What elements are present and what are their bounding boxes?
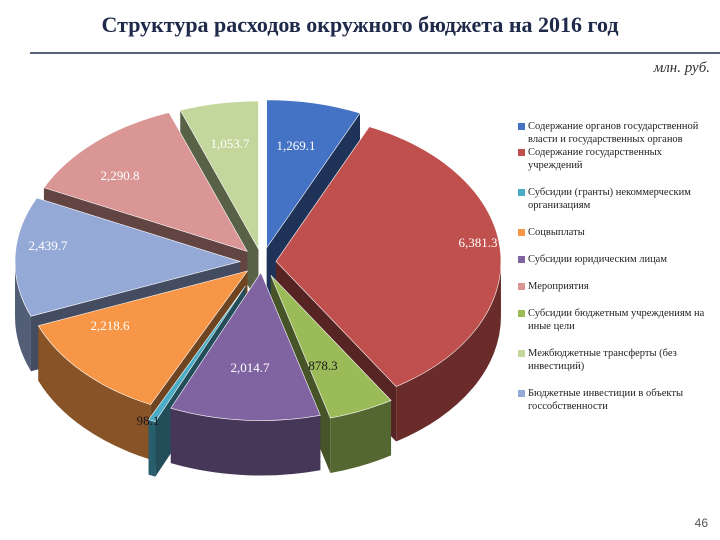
chart-legend: Содержание органов государственной власт…: [518, 120, 713, 413]
pie-slice-6: [37, 270, 249, 405]
page-number: 46: [694, 516, 708, 530]
legend-label: Субсидии (гранты) некоммерческим организ…: [528, 187, 691, 211]
pie-slice-side: [330, 400, 392, 474]
legend-swatch: [518, 256, 525, 263]
data-label: 1,053.7: [211, 136, 251, 151]
legend-item: Субсидии бюджетным учреждениям на иные ц…: [518, 307, 713, 333]
legend-item: Субсидии (гранты) некоммерческим организ…: [518, 186, 713, 212]
data-label: 98.1: [137, 413, 160, 428]
legend-item: Субсидии юридическим лицам: [518, 253, 713, 266]
legend-swatch: [518, 123, 525, 130]
legend-label: Субсидии бюджетным учреждениям на иные ц…: [528, 308, 705, 332]
legend-swatch: [518, 390, 525, 397]
legend-swatch: [518, 283, 525, 290]
legend-swatch: [518, 229, 525, 236]
pie-slice-5: [148, 285, 246, 423]
pie-slice-side: [148, 419, 156, 477]
chart-title: Структура расходов окружного бюджета на …: [101, 12, 619, 37]
legend-swatch: [518, 350, 525, 357]
data-label: 1,269.1: [277, 138, 316, 153]
legend-label: Бюджетные инвестиции в объекты госсобств…: [528, 388, 684, 412]
pie-slice-side: [15, 261, 31, 372]
legend-swatch: [518, 310, 525, 317]
pie-slice-4: [170, 271, 321, 421]
data-label: 878.3: [308, 358, 337, 373]
legend-item: Мероприятия: [518, 280, 713, 293]
pie-slice-9: [179, 100, 259, 251]
data-label: 2,439.7: [29, 238, 69, 253]
pie-slice-7: [14, 197, 242, 317]
legend-swatch: [518, 189, 525, 196]
legend-swatch: [518, 149, 525, 156]
legend-item: Бюджетные инвестиции в объекты госсобств…: [518, 387, 713, 413]
pie-slice-side: [396, 261, 501, 442]
legend-label: Содержание государственных учреждений: [528, 147, 662, 171]
pie-slice-3: [270, 275, 392, 419]
pie-slice-2: [275, 126, 502, 387]
legend-label: Межбюджетные трансферты (без инвестиций): [528, 348, 677, 372]
legend-item: Соцвыплаты: [518, 226, 713, 239]
legend-label: Мероприятия: [528, 281, 589, 292]
pie-slice-1: [266, 99, 361, 249]
pie-slice-8: [43, 112, 248, 252]
legend-item: Содержание органов государственной власт…: [518, 120, 713, 146]
data-label: 2,014.7: [231, 360, 271, 375]
unit-label: млн. руб.: [653, 60, 710, 76]
pie-slice-side: [170, 408, 321, 476]
legend-label: Содержание органов государственной власт…: [528, 121, 699, 145]
title-divider: [30, 52, 720, 54]
legend-item: Содержание государственных учреждений: [518, 146, 713, 172]
data-label: 2,218.6: [91, 318, 131, 333]
data-label: 6,381.3: [459, 235, 498, 250]
legend-label: Субсидии юридическим лицам: [528, 254, 667, 265]
legend-label: Соцвыплаты: [528, 227, 585, 238]
data-label: 2,290.8: [101, 168, 140, 183]
legend-item: Межбюджетные трансферты (без инвестиций): [518, 347, 713, 373]
